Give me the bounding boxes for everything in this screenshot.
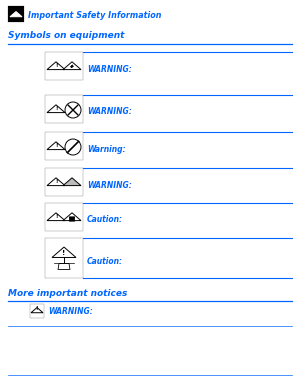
Polygon shape <box>47 142 65 150</box>
Text: !: ! <box>55 143 57 148</box>
Text: !: ! <box>55 179 57 184</box>
Text: WARNING:: WARNING: <box>87 107 132 116</box>
Bar <box>45 95 83 123</box>
Text: Warning:: Warning: <box>87 144 126 154</box>
Polygon shape <box>52 247 76 258</box>
Text: WARNING:: WARNING: <box>87 180 132 189</box>
Text: !: ! <box>62 250 66 256</box>
Polygon shape <box>63 213 81 221</box>
Bar <box>45 203 83 231</box>
Polygon shape <box>47 62 65 69</box>
Text: Caution:: Caution: <box>87 258 123 267</box>
Text: Caution:: Caution: <box>87 215 123 225</box>
Polygon shape <box>63 178 81 185</box>
Text: WARNING:: WARNING: <box>48 308 93 317</box>
Polygon shape <box>70 65 74 68</box>
Circle shape <box>65 102 81 118</box>
Text: !: ! <box>36 306 38 311</box>
Text: Important Safety Information: Important Safety Information <box>28 10 161 19</box>
FancyBboxPatch shape <box>69 217 75 221</box>
Bar <box>8 6 24 22</box>
Polygon shape <box>58 263 70 269</box>
Polygon shape <box>63 62 81 69</box>
Polygon shape <box>47 213 65 221</box>
Bar <box>45 132 83 160</box>
Bar <box>45 238 83 278</box>
Polygon shape <box>47 178 65 185</box>
Text: !: ! <box>55 106 57 111</box>
Text: !: ! <box>55 214 57 219</box>
Polygon shape <box>47 105 65 113</box>
Circle shape <box>65 139 81 155</box>
Bar <box>30 304 44 318</box>
Text: More important notices: More important notices <box>8 289 127 298</box>
Text: !: ! <box>55 63 57 68</box>
Bar <box>45 168 83 196</box>
Polygon shape <box>31 308 43 313</box>
Text: Symbols on equipment: Symbols on equipment <box>8 31 124 40</box>
Text: WARNING:: WARNING: <box>87 64 132 73</box>
Polygon shape <box>10 12 22 17</box>
Bar <box>8 6 24 22</box>
Bar <box>45 52 83 80</box>
